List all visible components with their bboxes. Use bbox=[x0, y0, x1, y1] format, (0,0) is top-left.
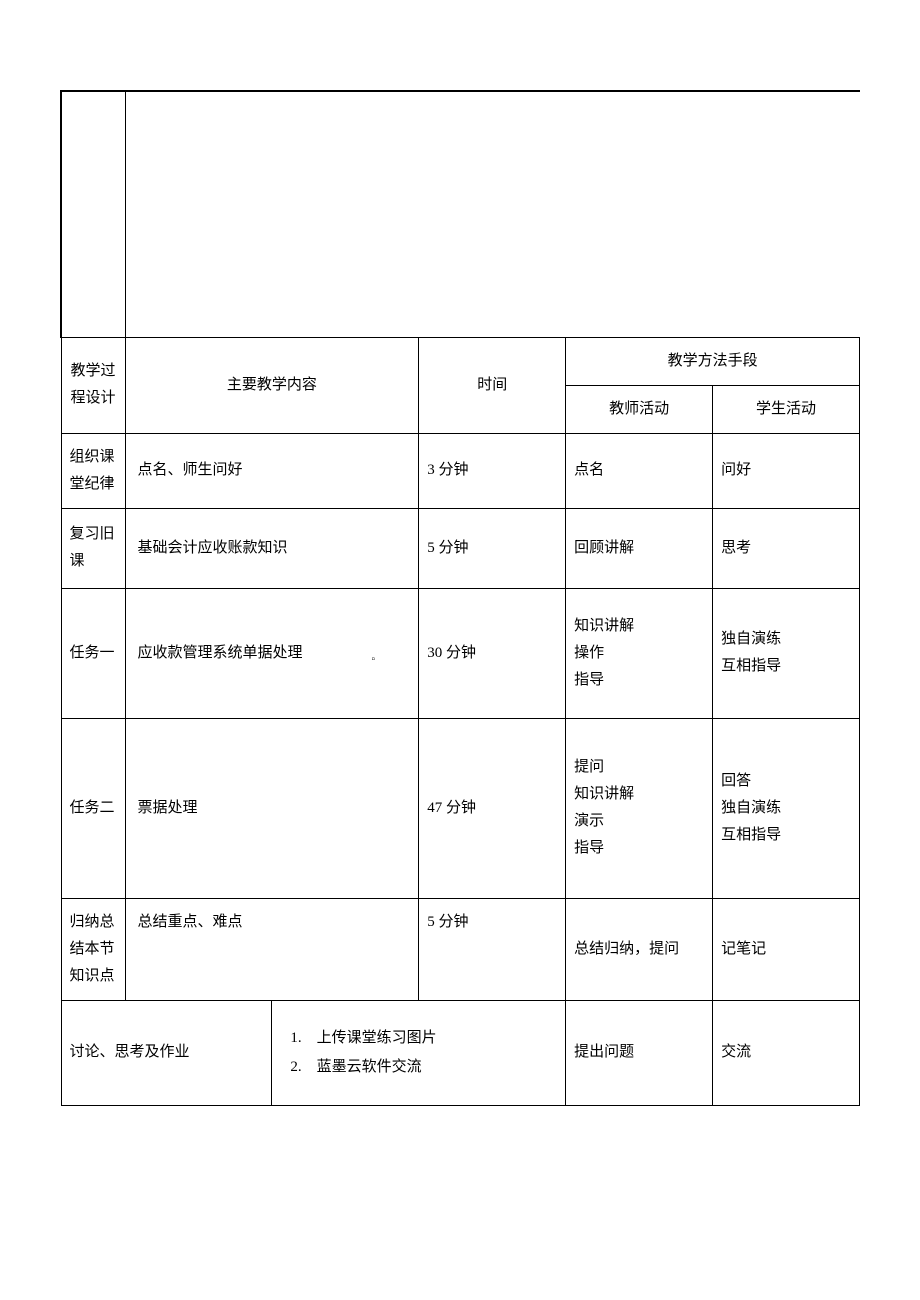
table-row: 任务二 票据处理 47 分钟 提问 知识讲解 演示 指导 回答 独自演练 互相指… bbox=[61, 718, 860, 898]
time-cell: 47 分钟 bbox=[419, 718, 566, 898]
top-empty-row bbox=[61, 91, 860, 337]
time-cell: 5 分钟 bbox=[419, 898, 566, 1000]
stage-cell: 组织课堂纪律 bbox=[61, 433, 125, 508]
content-text: 应收款管理系统单据处理 bbox=[138, 645, 303, 661]
document-page: 教学过程设计 主要教学内容 时间 教学方法手段 教师活动 学生活动 组织课堂纪律… bbox=[0, 0, 920, 1166]
teacher-cell: 回顾讲解 bbox=[566, 508, 713, 588]
student-cell: 独自演练 互相指导 bbox=[713, 588, 860, 718]
header-student: 学生活动 bbox=[713, 385, 860, 433]
stage-cell: 任务一 bbox=[61, 588, 125, 718]
header-teacher: 教师活动 bbox=[566, 385, 713, 433]
homework-items: 1. 上传课堂练习图片 2. 蓝墨云软件交流 bbox=[272, 1000, 566, 1105]
table-row: 归纳总结本节知识点 总结重点、难点 5 分钟 总结归纳，提问 记笔记 bbox=[61, 898, 860, 1000]
header-time: 时间 bbox=[419, 337, 566, 433]
student-cell: 思考 bbox=[713, 508, 860, 588]
student-cell: 记笔记 bbox=[713, 898, 860, 1000]
student-text: 回答 独自演练 互相指导 bbox=[721, 773, 781, 843]
lesson-plan-table: 教学过程设计 主要教学内容 时间 教学方法手段 教师活动 学生活动 组织课堂纪律… bbox=[60, 90, 860, 1106]
top-right-cell bbox=[125, 91, 860, 337]
homework-label: 讨论、思考及作业 bbox=[61, 1000, 272, 1105]
table-row: 组织课堂纪律 点名、师生问好 3 分钟 点名 问好 bbox=[61, 433, 860, 508]
teacher-text: 提问 知识讲解 演示 指导 bbox=[574, 759, 634, 856]
teacher-cell: 知识讲解 操作 指导 bbox=[566, 588, 713, 718]
header-content: 主要教学内容 bbox=[125, 337, 419, 433]
table-row: 复习旧课 基础会计应收账款知识 5 分钟 回顾讲解 思考 bbox=[61, 508, 860, 588]
homework-row: 讨论、思考及作业 1. 上传课堂练习图片 2. 蓝墨云软件交流 提出问题 交流 bbox=[61, 1000, 860, 1105]
stage-cell: 归纳总结本节知识点 bbox=[61, 898, 125, 1000]
top-left-cell bbox=[61, 91, 125, 337]
student-cell: 交流 bbox=[713, 1000, 860, 1105]
homework-item: 2. 蓝墨云软件交流 bbox=[290, 1053, 557, 1082]
time-cell: 5 分钟 bbox=[419, 508, 566, 588]
content-cell: 点名、师生问好 bbox=[125, 433, 419, 508]
header-row-1: 教学过程设计 主要教学内容 时间 教学方法手段 bbox=[61, 337, 860, 385]
stage-cell: 任务二 bbox=[61, 718, 125, 898]
header-stage: 教学过程设计 bbox=[61, 337, 125, 433]
content-cell: 应收款管理系统单据处理 ▫ bbox=[125, 588, 419, 718]
homework-item: 1. 上传课堂练习图片 bbox=[290, 1024, 557, 1053]
teacher-cell: 点名 bbox=[566, 433, 713, 508]
content-cell: 总结重点、难点 bbox=[125, 898, 419, 1000]
student-text: 独自演练 互相指导 bbox=[721, 631, 781, 674]
table-row: 任务一 应收款管理系统单据处理 ▫ 30 分钟 知识讲解 操作 指导 独自演练 … bbox=[61, 588, 860, 718]
teacher-text: 知识讲解 操作 指导 bbox=[574, 618, 634, 688]
stage-cell: 复习旧课 bbox=[61, 508, 125, 588]
student-cell: 问好 bbox=[713, 433, 860, 508]
teacher-cell: 提出问题 bbox=[566, 1000, 713, 1105]
student-cell: 回答 独自演练 互相指导 bbox=[713, 718, 860, 898]
teacher-cell: 提问 知识讲解 演示 指导 bbox=[566, 718, 713, 898]
time-cell: 30 分钟 bbox=[419, 588, 566, 718]
square-marker-icon: ▫ bbox=[372, 651, 376, 669]
time-cell: 3 分钟 bbox=[419, 433, 566, 508]
teacher-cell: 总结归纳，提问 bbox=[566, 898, 713, 1000]
header-method-group: 教学方法手段 bbox=[566, 337, 860, 385]
content-cell: 票据处理 bbox=[125, 718, 419, 898]
content-cell: 基础会计应收账款知识 bbox=[125, 508, 419, 588]
